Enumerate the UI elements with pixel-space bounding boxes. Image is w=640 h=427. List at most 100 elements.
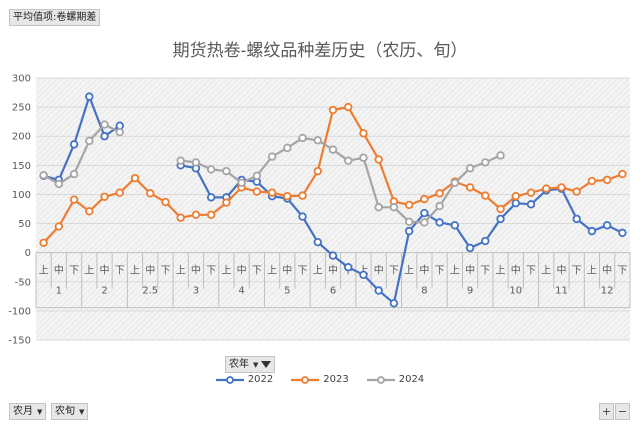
data-point-2023	[191, 210, 201, 220]
data-point-2024	[237, 178, 246, 187]
value-field-button[interactable]: 平均值项:卷螺期差	[9, 9, 101, 26]
data-point-2023	[85, 207, 94, 216]
data-point-2022	[298, 212, 307, 221]
x-tick-label: 上	[496, 265, 506, 277]
x-group-label: 11	[555, 286, 568, 297]
data-point-2022	[481, 236, 490, 246]
data-point-2023	[404, 200, 414, 210]
data-point-2023	[146, 189, 155, 198]
y-tick-label: 150	[12, 161, 31, 172]
legend-marker-2022	[215, 375, 244, 384]
data-point-2022	[450, 221, 460, 230]
x-tick-label: 上	[130, 265, 140, 277]
y-tick-label: 100	[12, 190, 31, 201]
legend-label-2022: 2022	[247, 374, 274, 385]
data-point-2023	[176, 213, 185, 222]
data-point-2023	[252, 187, 262, 196]
x-tick-label: 中	[282, 264, 292, 277]
plot-area-background	[36, 78, 630, 340]
data-point-2024	[389, 203, 399, 212]
data-point-2023	[602, 175, 612, 185]
year-filter-button[interactable]: 农年 ▼	[225, 356, 276, 373]
row-field-label-month: 农月	[13, 406, 33, 417]
x-tick-label: 下	[617, 266, 627, 277]
legend-label-2023: 2023	[323, 374, 349, 385]
x-tick-label: 下	[480, 266, 490, 277]
data-point-2022	[344, 263, 353, 272]
x-tick-label: 下	[572, 266, 582, 277]
month-row-field-button[interactable]: 农月 ▼	[9, 403, 47, 420]
data-point-2023	[39, 238, 48, 247]
data-point-2023	[526, 188, 536, 197]
data-point-2023	[222, 198, 231, 207]
y-tick-label: 200	[12, 132, 31, 143]
collapse-field-button[interactable]: −	[615, 403, 630, 420]
legend-item-2024: 2024	[366, 374, 424, 385]
dekad-row-field-button[interactable]: 农旬 ▼	[51, 403, 89, 420]
x-tick-label: 上	[313, 265, 323, 277]
data-point-2022	[618, 228, 627, 238]
data-point-2022	[359, 270, 368, 279]
data-point-2023	[420, 194, 429, 204]
x-tick-label: 下	[160, 266, 170, 277]
data-point-2023	[328, 105, 338, 115]
y-tick-label: -50	[15, 277, 31, 288]
y-tick-label: -150	[8, 336, 31, 347]
data-point-2024	[298, 133, 307, 143]
data-point-2023	[267, 188, 277, 197]
chart-legend: 2022 2023 2024	[0, 374, 640, 385]
data-point-2022	[435, 218, 444, 227]
x-tick-label: 下	[298, 266, 308, 277]
data-point-2023	[359, 129, 368, 138]
data-point-2022	[313, 237, 322, 247]
x-tick-label: 中	[145, 264, 155, 277]
x-tick-label: 下	[206, 266, 216, 277]
data-point-2023	[54, 222, 64, 231]
data-point-2022	[404, 226, 414, 236]
data-point-2022	[602, 221, 612, 230]
y-tick-label: 250	[12, 103, 31, 114]
x-tick-label: 上	[404, 265, 414, 277]
data-point-2024	[222, 166, 231, 176]
x-group-label: 6	[330, 286, 336, 297]
expand-field-button[interactable]: +	[599, 403, 614, 420]
data-point-2022	[100, 132, 109, 141]
x-group-label: 10	[509, 286, 522, 297]
legend-marker-2023	[291, 375, 320, 384]
data-point-2022	[511, 198, 520, 208]
x-tick-label: 上	[450, 265, 460, 277]
series-line-2024	[180, 136, 501, 224]
dropdown-arrow-icon: ▼	[37, 408, 43, 416]
data-point-2023	[435, 189, 444, 198]
data-point-2023	[511, 191, 520, 201]
data-point-2024	[313, 136, 322, 145]
data-point-2023	[465, 183, 475, 192]
data-point-2022	[374, 286, 383, 295]
filter-funnel-icon	[261, 360, 272, 368]
data-point-2023	[161, 197, 170, 207]
legend-item-2022: 2022	[215, 374, 274, 385]
data-point-2022	[420, 208, 429, 218]
x-tick-label: 中	[511, 264, 521, 277]
data-point-2022	[389, 299, 399, 308]
data-point-2024	[344, 156, 353, 165]
y-tick-label: -100	[8, 306, 31, 317]
data-point-2022	[206, 193, 216, 202]
data-point-2023	[313, 166, 322, 176]
x-tick-label: 下	[526, 266, 536, 277]
data-point-2023	[344, 102, 353, 112]
data-point-2023	[481, 191, 490, 200]
data-point-2024	[420, 218, 429, 227]
data-point-2023	[130, 173, 140, 183]
data-point-2024	[328, 145, 338, 154]
x-tick-label: 中	[54, 264, 64, 277]
x-group-label: 8	[421, 286, 427, 297]
y-tick-label: 300	[12, 74, 31, 85]
data-point-2024	[435, 201, 444, 211]
data-point-2024	[115, 127, 124, 137]
data-point-2023	[557, 183, 566, 192]
chart-title: 期货热卷-螺纹品种差历史（农历、旬）	[173, 41, 468, 60]
y-tick-label: 0	[25, 248, 31, 259]
data-point-2024	[465, 164, 475, 173]
data-point-2024	[283, 143, 292, 153]
